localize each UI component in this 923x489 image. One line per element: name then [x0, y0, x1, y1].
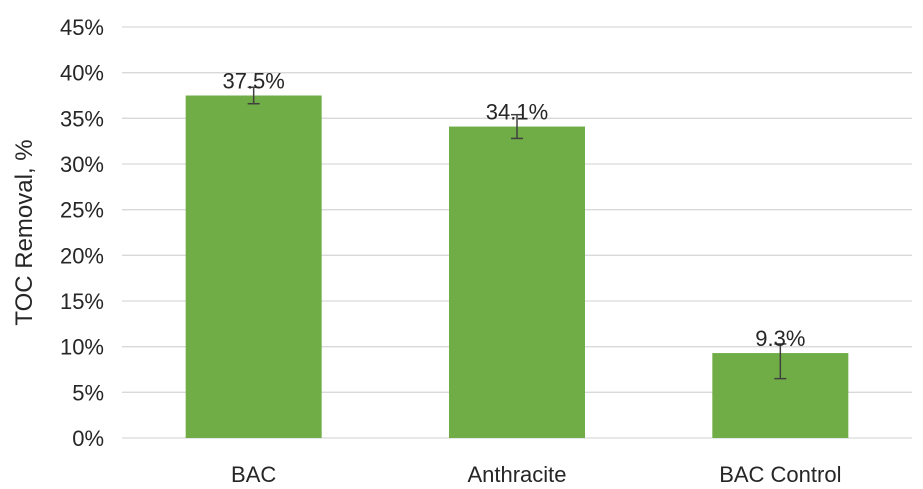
y-tick-label: 5%	[72, 380, 104, 405]
x-tick-label: Anthracite	[467, 462, 566, 487]
data-label: 9.3%	[755, 326, 805, 351]
x-axis-ticks: BAC Anthracite BAC Control	[231, 462, 841, 487]
y-tick-label: 20%	[60, 243, 104, 268]
data-label: 34.1%	[486, 100, 548, 125]
x-tick-label: BAC Control	[719, 462, 841, 487]
bars	[185, 95, 849, 438]
bar	[185, 95, 322, 438]
y-tick-label: 40%	[60, 61, 104, 86]
y-tick-label: 25%	[60, 198, 104, 223]
x-tick-label: BAC	[231, 462, 276, 487]
error-bars	[247, 86, 787, 380]
y-tick-label: 10%	[60, 335, 104, 360]
data-label: 37.5%	[222, 69, 284, 94]
y-tick-label: 30%	[60, 152, 104, 177]
y-tick-label: 45%	[60, 15, 104, 40]
y-tick-label: 15%	[60, 289, 104, 314]
y-axis-title: TOC Removal, %	[11, 139, 38, 325]
y-axis-ticks: 0% 5% 10% 15% 20% 25% 30% 35% 40% 45%	[60, 15, 104, 451]
data-labels: 37.5% 34.1% 9.3%	[222, 69, 805, 352]
bar	[449, 126, 585, 438]
y-tick-label: 0%	[72, 426, 104, 451]
y-tick-label: 35%	[60, 106, 104, 131]
